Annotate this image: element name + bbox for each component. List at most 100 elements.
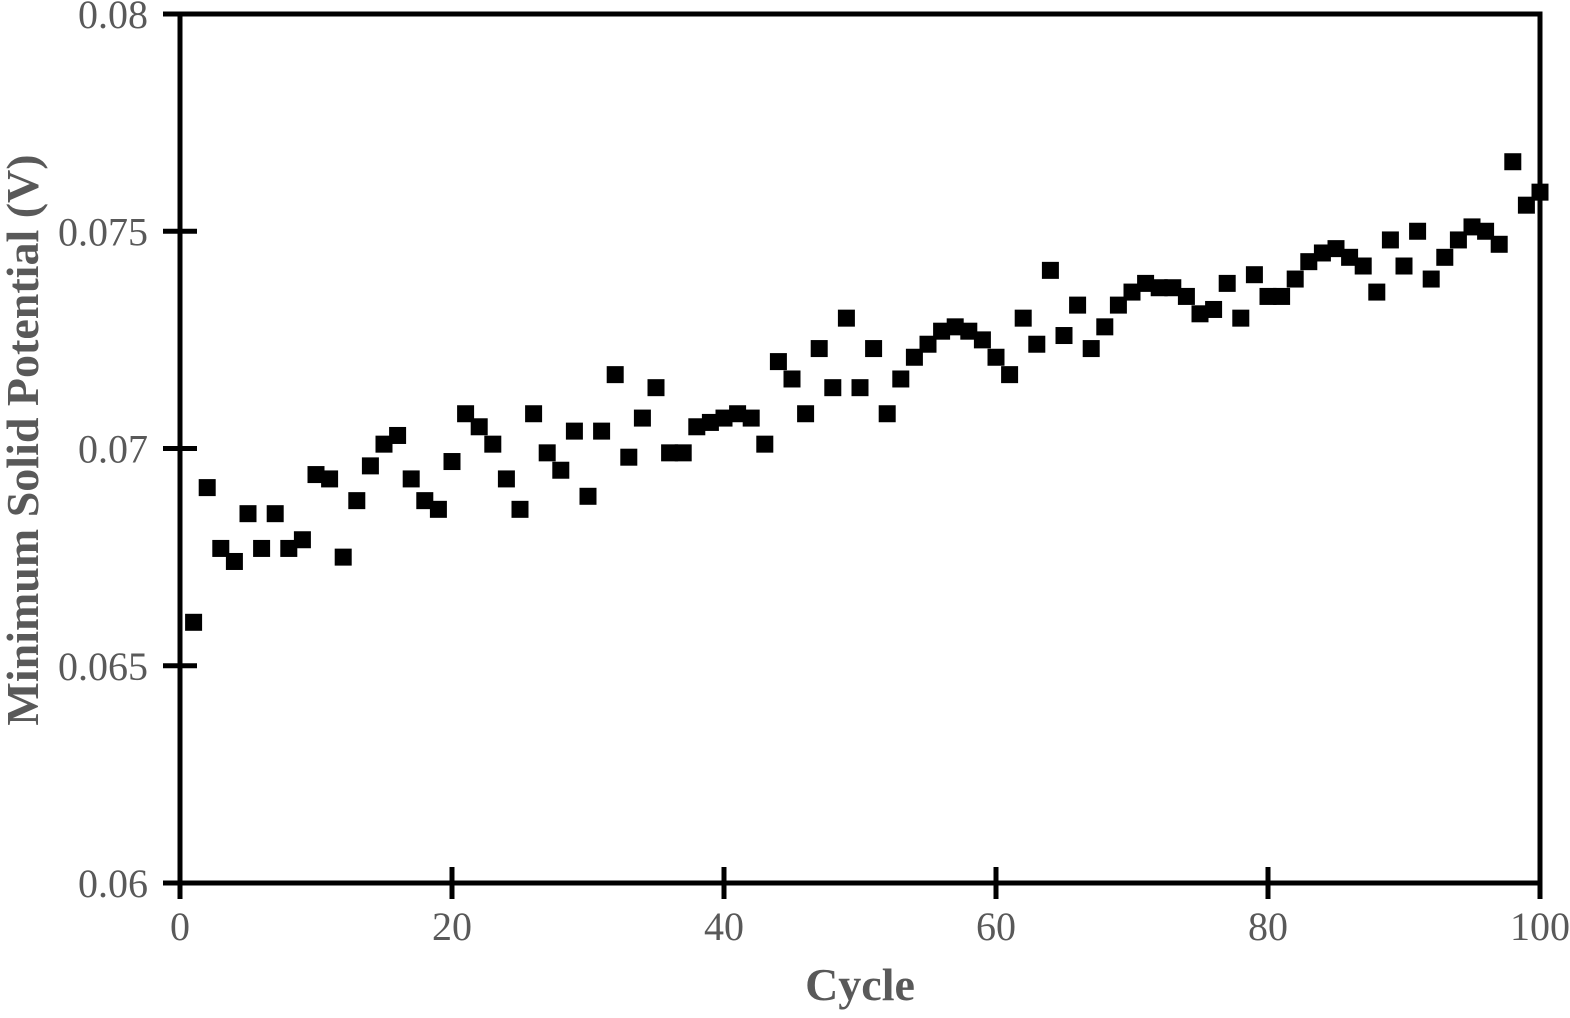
y-tick-label: 0.06 bbox=[78, 861, 148, 906]
x-axis-title: Cycle bbox=[805, 959, 915, 1010]
data-point bbox=[1041, 261, 1059, 279]
data-point bbox=[973, 331, 991, 349]
data-point bbox=[348, 492, 366, 510]
data-point bbox=[1354, 257, 1372, 275]
data-point bbox=[620, 448, 638, 466]
data-point bbox=[538, 444, 556, 462]
data-point bbox=[1096, 318, 1114, 336]
data-point bbox=[1381, 231, 1399, 249]
data-point bbox=[824, 379, 842, 397]
data-point bbox=[987, 348, 1005, 366]
data-point bbox=[266, 505, 284, 523]
data-point bbox=[307, 466, 325, 484]
data-point bbox=[443, 453, 461, 471]
data-point bbox=[661, 444, 679, 462]
data-point bbox=[593, 422, 611, 440]
data-point bbox=[1504, 153, 1522, 171]
data-point bbox=[402, 470, 420, 488]
data-point bbox=[729, 405, 747, 423]
data-point bbox=[1300, 253, 1318, 271]
data-point bbox=[1341, 248, 1359, 266]
data-point bbox=[375, 435, 393, 453]
data-point bbox=[892, 370, 910, 388]
data-point bbox=[1436, 248, 1454, 266]
data-point bbox=[579, 487, 597, 505]
data-point bbox=[361, 457, 379, 475]
data-point bbox=[633, 409, 651, 427]
data-point bbox=[1245, 266, 1263, 284]
data-point bbox=[1069, 296, 1087, 314]
data-point bbox=[1123, 283, 1141, 301]
data-point bbox=[783, 370, 801, 388]
data-point bbox=[851, 379, 869, 397]
data-point bbox=[565, 422, 583, 440]
y-axis-ticks: 0.06 0.065 0.07 0.075 0.08 bbox=[58, 0, 197, 906]
data-point bbox=[1422, 270, 1440, 288]
data-point bbox=[647, 379, 665, 397]
x-tick-label: 100 bbox=[1510, 904, 1570, 949]
data-point bbox=[1082, 340, 1100, 358]
data-point bbox=[198, 479, 216, 497]
data-point bbox=[905, 348, 923, 366]
data-point bbox=[742, 409, 760, 427]
data-point bbox=[878, 405, 896, 423]
data-point bbox=[185, 613, 203, 631]
x-tick-label: 60 bbox=[976, 904, 1016, 949]
x-tick-label: 20 bbox=[432, 904, 472, 949]
data-point bbox=[933, 322, 951, 340]
y-tick-label: 0.075 bbox=[58, 209, 148, 254]
data-point bbox=[865, 340, 883, 358]
x-tick-label: 80 bbox=[1248, 904, 1288, 949]
data-point bbox=[470, 418, 488, 436]
data-point bbox=[1327, 240, 1345, 258]
data-point bbox=[1150, 279, 1168, 297]
data-point bbox=[1014, 309, 1032, 327]
data-point bbox=[1449, 231, 1467, 249]
x-axis-ticks: 0 20 40 60 80 100 bbox=[170, 867, 1570, 949]
data-point bbox=[239, 505, 257, 523]
data-point bbox=[1477, 222, 1495, 240]
data-point bbox=[1395, 257, 1413, 275]
data-point bbox=[1001, 366, 1019, 384]
data-point bbox=[429, 500, 447, 518]
data-point bbox=[688, 418, 706, 436]
data-point bbox=[701, 413, 719, 431]
x-tick-label: 0 bbox=[170, 904, 190, 949]
data-point bbox=[511, 500, 529, 518]
data-point bbox=[293, 531, 311, 549]
data-point bbox=[1218, 274, 1236, 292]
data-point bbox=[1028, 335, 1046, 353]
data-point bbox=[1273, 287, 1291, 305]
data-point bbox=[674, 444, 692, 462]
data-point bbox=[1232, 309, 1250, 327]
data-point bbox=[1286, 270, 1304, 288]
data-point bbox=[416, 492, 434, 510]
data-point bbox=[797, 405, 815, 423]
data-point bbox=[1137, 274, 1155, 292]
data-point bbox=[1205, 300, 1223, 318]
data-point bbox=[769, 353, 787, 371]
data-point bbox=[1313, 244, 1331, 262]
data-point bbox=[225, 552, 243, 570]
y-tick-label: 0.08 bbox=[78, 0, 148, 37]
data-point bbox=[212, 539, 230, 557]
data-point bbox=[919, 335, 937, 353]
data-point bbox=[1463, 218, 1481, 236]
data-point bbox=[552, 461, 570, 479]
data-point bbox=[1164, 279, 1182, 297]
data-point bbox=[960, 322, 978, 340]
data-point bbox=[606, 366, 624, 384]
data-point bbox=[525, 405, 543, 423]
data-point bbox=[321, 470, 339, 488]
data-point bbox=[837, 309, 855, 327]
data-point bbox=[389, 426, 407, 444]
x-tick-label: 40 bbox=[704, 904, 744, 949]
data-point bbox=[253, 539, 271, 557]
data-point bbox=[1409, 222, 1427, 240]
data-point bbox=[280, 539, 298, 557]
data-point bbox=[334, 548, 352, 566]
data-point bbox=[1531, 183, 1549, 201]
data-point bbox=[1368, 283, 1386, 301]
